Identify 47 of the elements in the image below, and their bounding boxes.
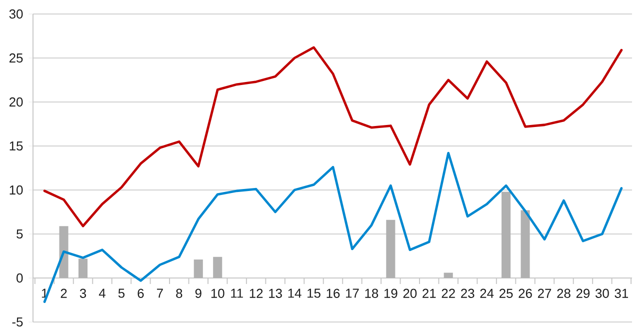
y-tick-label: 25 xyxy=(9,53,23,63)
x-tick-label: 4 xyxy=(98,288,106,298)
x-tick-label: 23 xyxy=(461,288,474,298)
bar xyxy=(520,210,530,278)
x-tick-label: 6 xyxy=(138,288,144,298)
x-tick-label: 7 xyxy=(156,288,163,298)
bar xyxy=(444,272,453,278)
x-tick-label: 10 xyxy=(211,288,224,298)
x-tick-label: 16 xyxy=(326,288,340,298)
bar xyxy=(194,260,203,278)
y-tick-label: 30 xyxy=(9,9,23,19)
x-tick-label: 25 xyxy=(500,288,513,298)
x-tick-label: 12 xyxy=(250,288,263,298)
y-tick-label: 10 xyxy=(10,185,23,195)
bar xyxy=(213,256,222,278)
x-tick-label: 5 xyxy=(118,288,125,298)
x-tick-label: 30 xyxy=(596,288,609,298)
y-tick-label: -5 xyxy=(12,317,23,327)
x-tick-label: 31 xyxy=(614,288,628,298)
x-tick-label: 17 xyxy=(346,288,359,298)
y-tick-label: 15 xyxy=(10,141,23,151)
x-tick-label: 11 xyxy=(231,288,243,298)
x-tick-label: 15 xyxy=(308,288,320,298)
x-tick-label: 8 xyxy=(176,288,182,298)
bar xyxy=(502,192,511,278)
bar xyxy=(78,258,88,278)
x-tick-label: 22 xyxy=(442,288,455,298)
x-tick-label: 19 xyxy=(384,288,398,298)
bar xyxy=(386,220,396,278)
x-tick-label: 3 xyxy=(80,288,86,298)
y-tick-label: 20 xyxy=(9,97,23,107)
x-tick-label: 18 xyxy=(365,288,378,298)
y-tick-label: 5 xyxy=(16,229,23,239)
x-tick-label: 29 xyxy=(576,288,590,298)
x-tick-label: 24 xyxy=(480,288,494,298)
x-tick-label: 14 xyxy=(288,288,302,298)
x-tick-label: 28 xyxy=(557,288,570,298)
x-tick-label: 27 xyxy=(538,288,552,298)
bar xyxy=(59,226,68,278)
x-tick-label: 21 xyxy=(422,288,436,298)
x-tick-label: 26 xyxy=(518,288,532,298)
y-tick-label: 0 xyxy=(16,273,23,283)
x-tick-label: 9 xyxy=(195,288,202,298)
x-tick-label: 13 xyxy=(269,288,282,298)
x-tick-label: 20 xyxy=(403,288,417,298)
line-series xyxy=(43,46,623,228)
x-tick-label: 2 xyxy=(60,288,67,298)
